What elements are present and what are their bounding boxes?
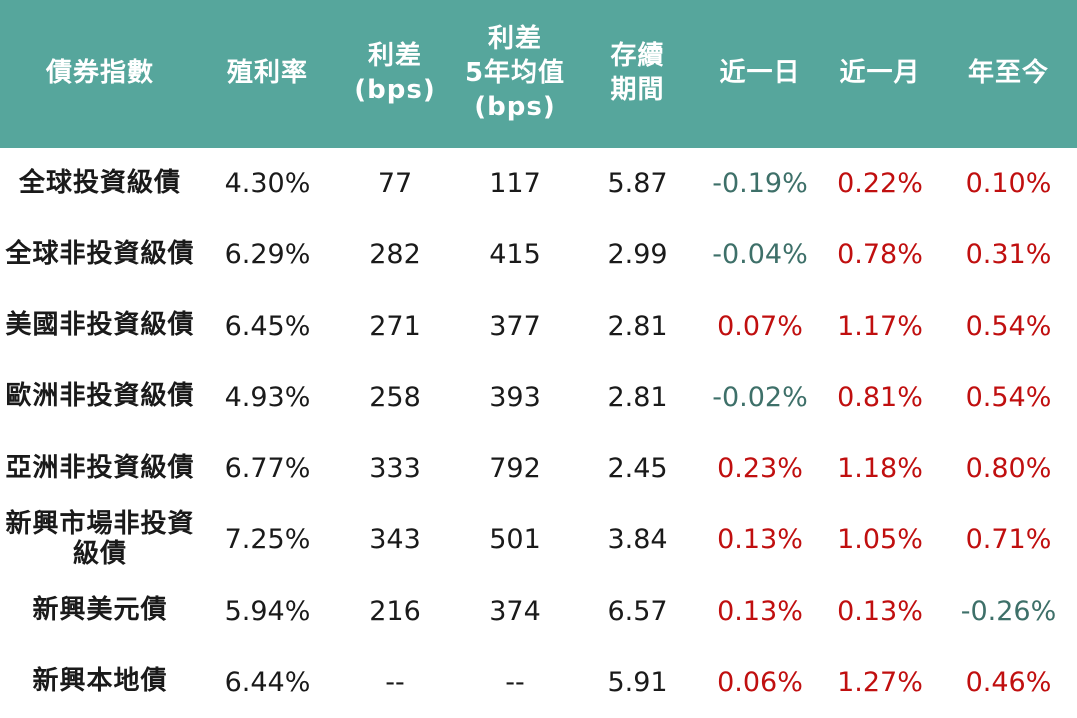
cell-duration: 2.81 bbox=[607, 381, 668, 413]
cell-duration: 2.45 bbox=[607, 453, 668, 485]
cell-spread-bps: 282 bbox=[369, 239, 421, 271]
cell-spread-5y-avg-bps: 792 bbox=[489, 453, 541, 485]
column-header-chg-ytd: 年至今 bbox=[967, 58, 1049, 89]
table-row: 新興本地債 6.44% -- -- 5.91 0.06% 1.27% 0.46% bbox=[0, 647, 1077, 718]
cell-chg-ytd: 0.80% bbox=[965, 453, 1052, 485]
cell-chg-1d: 0.23% bbox=[717, 453, 803, 485]
table-row: 新興美元債 5.94% 216 374 6.57 0.13% 0.13% -0.26% bbox=[0, 576, 1077, 647]
cell-chg-1m: 1.17% bbox=[837, 310, 923, 342]
column-header-yield: 殖利率 bbox=[226, 58, 308, 89]
table-row: 歐洲非投資級債 4.93% 258 393 2.81 -0.02% 0.81% 0.54% bbox=[0, 362, 1077, 433]
column-header-spread-bps: 利差 (bps) bbox=[354, 41, 436, 105]
cell-yield: 6.44% bbox=[224, 666, 311, 698]
cell-yield: 6.45% bbox=[224, 310, 311, 342]
cell-chg-1m: 0.13% bbox=[837, 595, 923, 627]
cell-spread-bps: 271 bbox=[369, 310, 421, 342]
cell-chg-1d: -0.04% bbox=[712, 239, 808, 271]
cell-spread-5y-avg-bps: 374 bbox=[489, 595, 541, 627]
cell-yield: 5.94% bbox=[224, 595, 311, 627]
table-row: 全球非投資級債 6.29% 282 415 2.99 -0.04% 0.78% 0.31% bbox=[0, 219, 1077, 290]
cell-spread-bps: 258 bbox=[369, 381, 421, 413]
cell-yield: 6.29% bbox=[224, 239, 311, 271]
cell-yield: 4.30% bbox=[224, 168, 311, 200]
cell-chg-ytd: 0.10% bbox=[965, 168, 1052, 200]
cell-duration: 5.91 bbox=[607, 666, 668, 698]
cell-chg-1d: 0.13% bbox=[717, 524, 803, 556]
column-header-chg-1m: 近一月 bbox=[839, 58, 921, 89]
cell-spread-bps: -- bbox=[385, 666, 405, 698]
cell-duration: 2.81 bbox=[607, 310, 668, 342]
cell-chg-ytd: 0.54% bbox=[965, 381, 1052, 413]
cell-spread-bps: 333 bbox=[369, 453, 421, 485]
table-body: 全球投資級債 4.30% 77 117 5.87 -0.19% 0.22% 0.10% 全球非投… bbox=[0, 148, 1077, 718]
cell-duration: 3.84 bbox=[607, 524, 668, 556]
cell-spread-5y-avg-bps: -- bbox=[505, 666, 525, 698]
cell-spread-5y-avg-bps: 501 bbox=[489, 524, 541, 556]
cell-chg-1m: 0.81% bbox=[837, 381, 923, 413]
cell-chg-1d: -0.02% bbox=[712, 381, 808, 413]
cell-spread-5y-avg-bps: 393 bbox=[489, 381, 541, 413]
cell-chg-ytd: 0.54% bbox=[965, 310, 1052, 342]
table-row: 亞洲非投資級債 6.77% 333 792 2.45 0.23% 1.18% 0.80% bbox=[0, 433, 1077, 504]
cell-chg-1m: 1.18% bbox=[837, 453, 923, 485]
cell-index-name: 新興美元債 bbox=[32, 595, 168, 626]
cell-chg-1m: 1.27% bbox=[837, 666, 923, 698]
table-row: 新興市場非投資 級債 7.25% 343 501 3.84 0.13% 1.05% 0.71% bbox=[0, 504, 1077, 575]
column-header-chg-1d: 近一日 bbox=[719, 58, 801, 89]
cell-chg-ytd: -0.26% bbox=[960, 595, 1057, 627]
cell-chg-1d: 0.07% bbox=[717, 310, 803, 342]
column-header-spread-5y-avg-bps: 利差 5年均值 (bps) bbox=[464, 24, 566, 122]
cell-spread-5y-avg-bps: 377 bbox=[489, 310, 541, 342]
cell-index-name: 歐洲非投資級債 bbox=[5, 381, 195, 412]
cell-chg-1d: 0.06% bbox=[717, 666, 803, 698]
cell-chg-1m: 0.78% bbox=[837, 239, 923, 271]
cell-chg-1d: 0.13% bbox=[717, 595, 803, 627]
cell-yield: 6.77% bbox=[224, 453, 311, 485]
cell-duration: 5.87 bbox=[607, 168, 668, 200]
column-header-duration: 存續 期間 bbox=[610, 41, 665, 105]
cell-chg-1d: -0.19% bbox=[712, 168, 808, 200]
cell-chg-ytd: 0.71% bbox=[965, 524, 1052, 556]
cell-index-name: 新興市場非投資 級債 bbox=[5, 508, 195, 569]
cell-yield: 4.93% bbox=[224, 381, 311, 413]
cell-spread-5y-avg-bps: 415 bbox=[489, 239, 541, 271]
cell-chg-1m: 1.05% bbox=[837, 524, 923, 556]
cell-yield: 7.25% bbox=[224, 524, 311, 556]
cell-index-name: 亞洲非投資級債 bbox=[5, 452, 195, 483]
cell-chg-1m: 0.22% bbox=[837, 168, 923, 200]
cell-duration: 2.99 bbox=[607, 239, 668, 271]
table-row: 全球投資級債 4.30% 77 117 5.87 -0.19% 0.22% 0.10% bbox=[0, 148, 1077, 219]
table-header-row: 債券指數 殖利率 利差 (bps) 利差 5年均值 (bps) 存續 期間 近一日 近一月 年… bbox=[0, 0, 1077, 148]
cell-index-name: 全球投資級債 bbox=[18, 167, 181, 198]
cell-duration: 6.57 bbox=[607, 595, 668, 627]
cell-spread-bps: 343 bbox=[369, 524, 421, 556]
column-header-index-name: 債券指數 bbox=[45, 58, 154, 89]
cell-index-name: 全球非投資級債 bbox=[5, 238, 195, 269]
cell-index-name: 新興本地債 bbox=[32, 666, 168, 697]
cell-spread-bps: 216 bbox=[369, 595, 421, 627]
table-row: 美國非投資級債 6.45% 271 377 2.81 0.07% 1.17% 0.54% bbox=[0, 291, 1077, 362]
cell-spread-bps: 77 bbox=[377, 168, 413, 200]
cell-spread-5y-avg-bps: 117 bbox=[489, 168, 541, 200]
cell-index-name: 美國非投資級債 bbox=[5, 310, 195, 341]
cell-chg-ytd: 0.46% bbox=[965, 666, 1052, 698]
cell-chg-ytd: 0.31% bbox=[965, 239, 1052, 271]
